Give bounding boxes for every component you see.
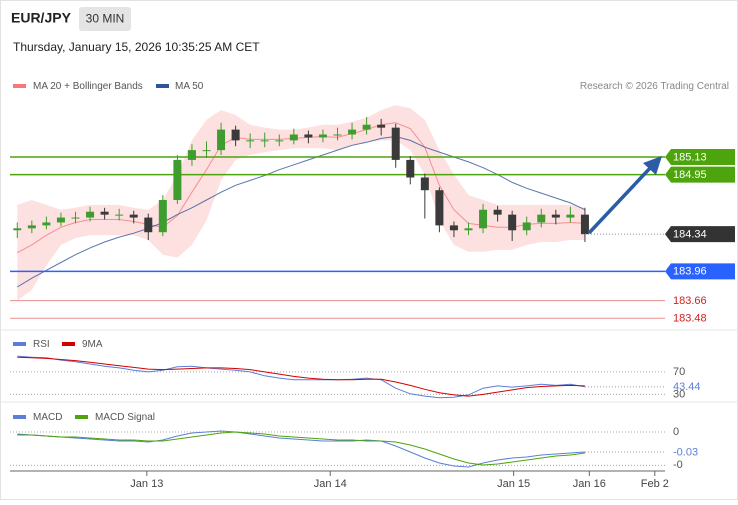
legend-swatch	[62, 342, 75, 346]
indicator-line	[17, 431, 585, 466]
candle-body	[158, 199, 167, 233]
candle-body	[362, 124, 371, 130]
legend-swatch	[156, 84, 169, 88]
x-tick-label: Jan 14	[314, 478, 347, 490]
candle-body	[27, 225, 36, 229]
current-value-label: -0.03	[673, 446, 698, 458]
candle-body	[449, 225, 458, 231]
level-label: 184.95	[673, 169, 707, 181]
candle-body	[13, 228, 22, 231]
candle-body	[566, 214, 575, 218]
target-arrow	[587, 164, 654, 235]
level-box	[665, 263, 735, 280]
candle-body	[522, 222, 531, 231]
candle-body	[435, 190, 444, 226]
candle-body	[406, 159, 415, 178]
candle-body	[86, 211, 95, 218]
interval-badge[interactable]	[79, 7, 131, 31]
candle-body	[580, 214, 589, 235]
candle-body	[333, 134, 342, 136]
indicator-line	[17, 355, 585, 399]
legend-label: MACD	[33, 412, 62, 423]
x-tick-label: Jan 16	[573, 478, 606, 490]
candle-body	[304, 134, 313, 138]
x-tick-label: Jan 15	[497, 478, 530, 490]
symbol: EUR/JPY	[11, 10, 72, 26]
candle-body	[100, 211, 109, 215]
candle-body	[42, 222, 51, 226]
bollinger-band	[17, 105, 585, 301]
legend-swatch	[13, 415, 26, 419]
candle-body	[348, 129, 357, 135]
level-label: 185.13	[673, 151, 707, 163]
candle-body	[391, 127, 400, 160]
candle-body	[377, 124, 386, 128]
candle-body	[464, 228, 473, 231]
y-tick-label: 30	[673, 388, 685, 400]
candle-body	[479, 209, 488, 229]
candle-body	[260, 140, 269, 142]
ma-line	[17, 122, 585, 254]
candle-body	[231, 129, 240, 141]
candle-body	[144, 217, 153, 233]
candle-body	[187, 150, 196, 160]
candle-body	[275, 140, 284, 142]
candle-body	[202, 150, 211, 152]
legend-label: MACD Signal	[95, 412, 155, 423]
target-arrow-head	[643, 156, 662, 175]
candle-body	[318, 134, 327, 138]
legend-swatch	[13, 342, 26, 346]
y-tick-label: 70	[673, 366, 685, 378]
candle-body	[246, 140, 255, 142]
x-tick-label: Jan 13	[130, 478, 163, 490]
candle-body	[289, 134, 298, 141]
candle-body	[551, 214, 560, 218]
candle-body	[508, 214, 517, 231]
credit: Research © 2026 Trading Central	[580, 81, 729, 92]
level-label: 183.48	[673, 313, 707, 325]
current-value-label: 43.44	[673, 381, 701, 393]
y-tick-label: -0	[673, 459, 683, 471]
level-label: 183.66	[673, 295, 707, 307]
legend-label: MA 20 + Bollinger Bands	[33, 81, 143, 92]
legend-swatch	[75, 415, 88, 419]
indicator-line	[17, 430, 585, 468]
current-price-label: 184.34	[673, 229, 707, 241]
candle-body	[493, 209, 502, 215]
legend-label: RSI	[33, 339, 50, 350]
x-tick-label: Feb 2	[641, 478, 669, 490]
y-tick-label: 0	[673, 426, 679, 438]
candle-body	[537, 214, 546, 223]
plot-layer: 185.13 184.95 183.96 183.66 183.48 184.34 Jan …	[10, 105, 735, 490]
candle-body	[56, 217, 65, 223]
candle-body	[217, 129, 226, 151]
candle-body	[115, 214, 124, 216]
ma-line	[17, 135, 586, 288]
level-box	[665, 148, 735, 165]
legend-label: MA 50	[175, 81, 204, 92]
level-label: 183.96	[673, 266, 707, 278]
candle-body	[173, 159, 182, 200]
current-price-box	[665, 226, 735, 243]
interval[interactable]: 30 MIN	[86, 12, 125, 26]
level-box	[665, 166, 735, 183]
legend-label: 9MA	[82, 339, 103, 350]
legend-swatch	[13, 84, 26, 88]
candle-body	[129, 214, 138, 218]
indicator-line	[17, 356, 585, 397]
candle-body	[71, 217, 80, 219]
timestamp: Thursday, January 15, 2026 10:35:25 AM C…	[13, 40, 260, 54]
candle-body	[420, 177, 429, 191]
